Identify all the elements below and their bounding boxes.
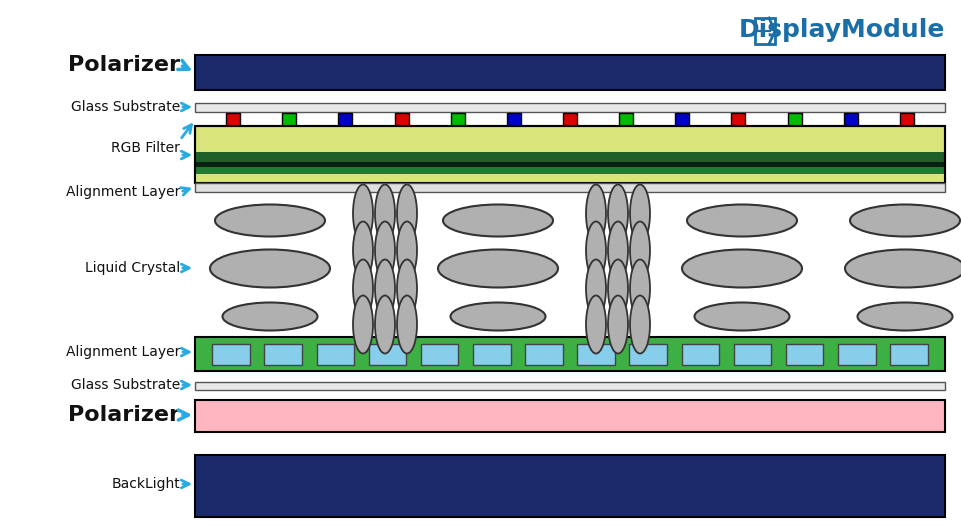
Bar (195, 167, 944, 174)
Ellipse shape (856, 303, 951, 330)
Bar (195, 400, 944, 432)
Bar (226, 113, 240, 127)
Ellipse shape (681, 250, 801, 287)
Bar (754, 18, 775, 44)
Ellipse shape (375, 295, 395, 353)
Bar (450, 113, 464, 127)
Bar (195, 455, 944, 517)
Ellipse shape (397, 260, 416, 318)
Ellipse shape (209, 250, 330, 287)
Bar (619, 113, 632, 127)
Bar (787, 113, 801, 127)
Bar (195, 337, 944, 371)
Bar (195, 55, 944, 90)
Ellipse shape (629, 260, 650, 318)
Bar (264, 344, 302, 365)
Ellipse shape (397, 295, 416, 353)
Ellipse shape (607, 260, 628, 318)
Text: BackLight: BackLight (111, 477, 180, 491)
Ellipse shape (694, 303, 789, 330)
Ellipse shape (629, 221, 650, 279)
Bar (733, 344, 771, 365)
Text: DisplayModule: DisplayModule (738, 18, 944, 42)
Bar (195, 126, 944, 183)
Ellipse shape (585, 221, 605, 279)
Ellipse shape (375, 260, 395, 318)
Bar (675, 113, 689, 127)
Bar (195, 174, 944, 184)
Ellipse shape (442, 204, 553, 237)
Bar (577, 344, 614, 365)
Bar (889, 344, 926, 365)
Bar (420, 344, 458, 365)
Bar (628, 344, 666, 365)
Ellipse shape (585, 295, 605, 353)
Text: RGB Filter: RGB Filter (111, 141, 180, 155)
Bar (195, 183, 944, 192)
Text: Polarizer: Polarizer (68, 55, 180, 75)
Ellipse shape (353, 185, 373, 243)
Ellipse shape (397, 185, 416, 243)
Bar (899, 113, 913, 127)
Bar (785, 344, 823, 365)
Ellipse shape (375, 221, 395, 279)
Ellipse shape (375, 185, 395, 243)
Text: Polarizer: Polarizer (68, 405, 180, 425)
Bar (506, 113, 520, 127)
Bar (195, 103, 944, 112)
Ellipse shape (850, 204, 959, 237)
Ellipse shape (214, 204, 325, 237)
Ellipse shape (686, 204, 796, 237)
Bar (195, 382, 944, 390)
Ellipse shape (844, 250, 961, 287)
Bar (562, 113, 577, 127)
Bar (368, 344, 406, 365)
Ellipse shape (585, 260, 605, 318)
Text: Glass Substrate: Glass Substrate (71, 100, 180, 114)
Bar (212, 344, 250, 365)
Ellipse shape (437, 250, 557, 287)
Ellipse shape (353, 260, 373, 318)
Bar (195, 152, 944, 162)
Text: Glass Substrate: Glass Substrate (71, 378, 180, 392)
Ellipse shape (607, 295, 628, 353)
Text: Alignment Layer: Alignment Layer (65, 185, 180, 199)
Ellipse shape (629, 295, 650, 353)
Bar (681, 344, 719, 365)
Ellipse shape (607, 221, 628, 279)
Bar (843, 113, 857, 127)
Ellipse shape (397, 221, 416, 279)
Bar (338, 113, 352, 127)
Bar (525, 344, 562, 365)
Text: Alignment Layer: Alignment Layer (65, 345, 180, 359)
Ellipse shape (353, 295, 373, 353)
Bar (837, 344, 875, 365)
Bar (394, 113, 408, 127)
Ellipse shape (222, 303, 317, 330)
Ellipse shape (585, 185, 605, 243)
Ellipse shape (607, 185, 628, 243)
Bar (195, 162, 944, 167)
Bar (473, 344, 510, 365)
Bar (282, 113, 296, 127)
Ellipse shape (629, 185, 650, 243)
Bar (730, 113, 745, 127)
Bar (316, 344, 354, 365)
Ellipse shape (353, 221, 373, 279)
Bar (195, 126, 944, 183)
Text: Liquid Crystal: Liquid Crystal (85, 261, 180, 275)
Ellipse shape (450, 303, 545, 330)
